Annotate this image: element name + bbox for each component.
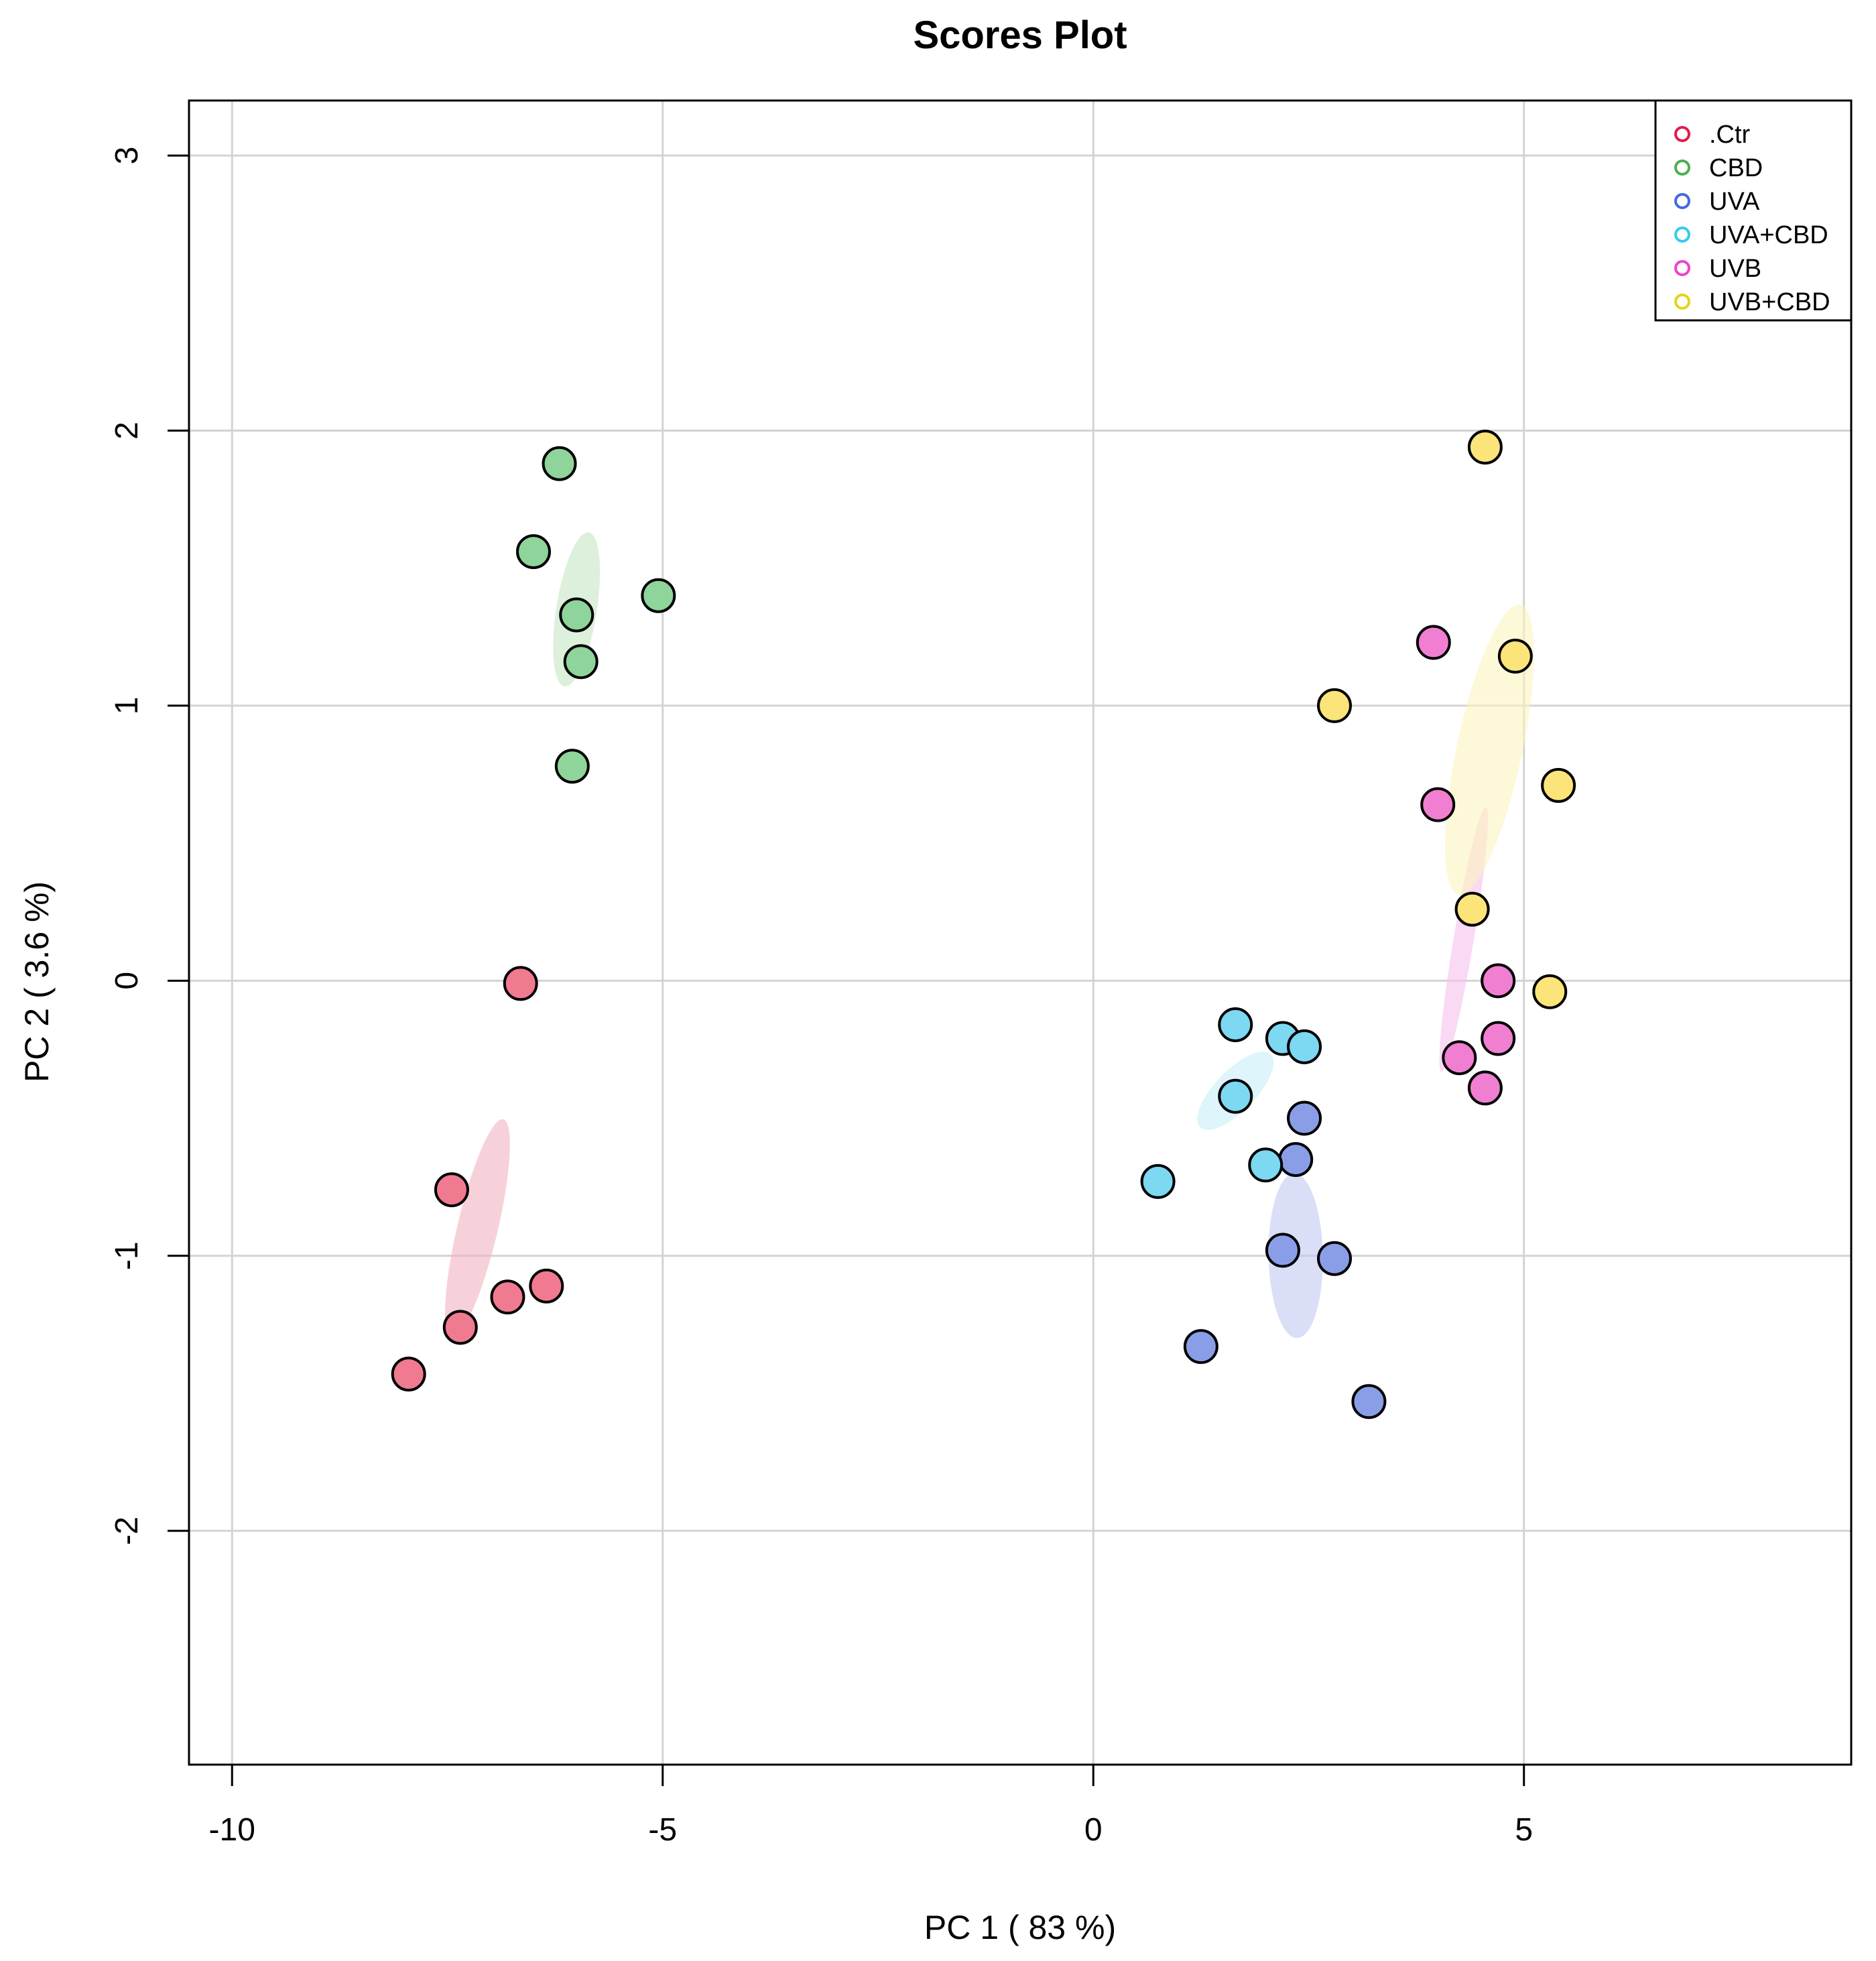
point-s1-0 — [542, 446, 577, 481]
point-s4-1 — [1420, 787, 1456, 822]
point-s5-3 — [1541, 767, 1576, 803]
legend-label-2: UVA — [1709, 188, 1760, 216]
point-s5-4 — [1454, 891, 1490, 927]
point-s1-1 — [515, 534, 551, 570]
legend-label-1: CBD — [1709, 154, 1763, 182]
point-s1-4 — [563, 644, 599, 680]
point-s4-3 — [1481, 1021, 1516, 1056]
point-s2-5 — [1351, 1384, 1387, 1419]
point-s1-5 — [554, 749, 590, 784]
legend-marker-3 — [1674, 227, 1690, 243]
y-tick-label-4: 2 — [109, 422, 145, 440]
point-s4-4 — [1442, 1040, 1477, 1076]
ellipse-0 — [445, 1119, 510, 1338]
ellipse-5 — [1445, 605, 1534, 895]
x-axis-title: PC 1 ( 83 %) — [924, 1909, 1116, 1946]
legend: .Ctr CBD UVA UVA+CBD UVB UVB+CBD — [1654, 99, 1853, 322]
legend-marker-0 — [1674, 126, 1690, 142]
point-s5-1 — [1497, 639, 1533, 674]
point-s1-2 — [559, 597, 595, 633]
point-s0-4 — [442, 1310, 478, 1345]
legend-marker-2 — [1674, 193, 1690, 209]
legend-marker-1 — [1674, 160, 1690, 176]
point-s4-2 — [1481, 963, 1516, 999]
x-tick-label-1: -5 — [648, 1812, 677, 1848]
y-axis-title: PC 2 ( 3.6 %) — [18, 881, 56, 1082]
point-s2-3 — [1317, 1241, 1353, 1276]
legend-label-3: UVA+CBD — [1709, 221, 1828, 249]
grid-lines — [189, 101, 1851, 1765]
point-s0-3 — [490, 1279, 525, 1315]
point-s2-4 — [1183, 1329, 1218, 1365]
point-s0-2 — [529, 1268, 564, 1304]
legend-label-0: .Ctr — [1709, 121, 1751, 149]
point-s2-1 — [1278, 1142, 1314, 1178]
point-s5-2 — [1317, 688, 1353, 723]
chart-title: Scores Plot — [913, 13, 1127, 57]
legend-label-4: UVB — [1709, 255, 1761, 283]
y-tick-label-1: -1 — [109, 1241, 145, 1270]
point-s0-5 — [391, 1356, 426, 1392]
score-points — [391, 430, 1576, 1419]
point-s0-0 — [503, 966, 538, 1001]
point-s2-0 — [1287, 1100, 1322, 1136]
point-s4-0 — [1416, 625, 1451, 660]
point-s4-5 — [1467, 1070, 1503, 1106]
x-tick-label-2: 0 — [1084, 1812, 1103, 1848]
legend-box — [1654, 99, 1853, 322]
point-s5-5 — [1532, 974, 1568, 1009]
y-tick-label-3: 1 — [109, 697, 145, 715]
point-s5-0 — [1467, 430, 1503, 465]
legend-marker-5 — [1674, 294, 1690, 310]
x-tick-label-3: 5 — [1515, 1812, 1533, 1848]
y-tick-label-0: -2 — [109, 1517, 145, 1545]
point-s3-4 — [1248, 1147, 1284, 1183]
y-tick-label-2: 0 — [109, 972, 145, 990]
legend-label-5: UVB+CBD — [1709, 288, 1830, 316]
point-s0-1 — [434, 1172, 469, 1208]
legend-marker-4 — [1674, 260, 1690, 276]
point-s3-2 — [1287, 1029, 1322, 1064]
point-s2-2 — [1265, 1232, 1300, 1268]
x-tick-label-0: -10 — [209, 1812, 255, 1848]
point-s1-3 — [641, 578, 676, 613]
point-s3-0 — [1218, 1007, 1253, 1042]
y-tick-label-5: 3 — [109, 147, 145, 165]
point-s3-5 — [1140, 1163, 1176, 1199]
point-s3-3 — [1218, 1078, 1253, 1114]
